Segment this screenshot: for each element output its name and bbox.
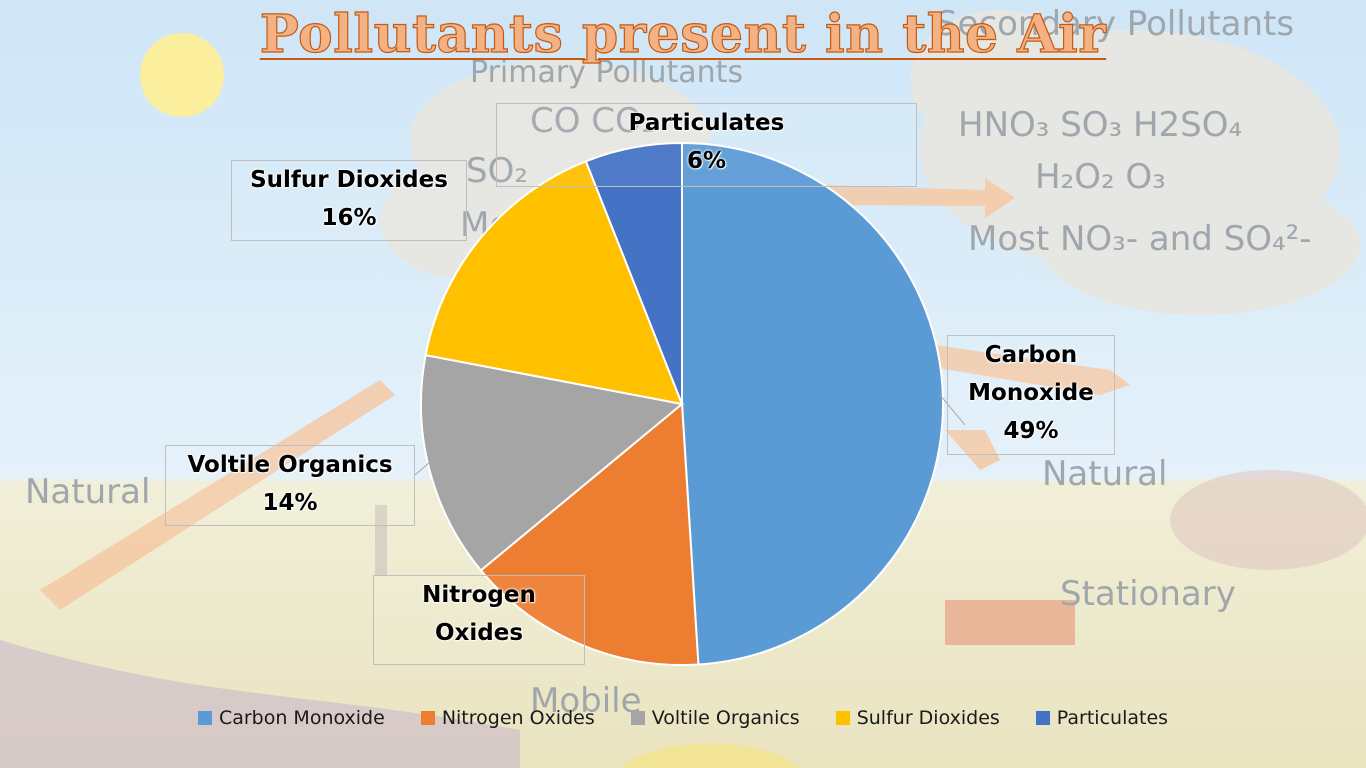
page-title: Pollutants present in the Air	[259, 3, 1107, 65]
sun-icon	[140, 33, 224, 117]
legend-swatch	[630, 711, 645, 725]
secondary-pollutants-heading: Secondary Pollutants	[936, 4, 1294, 44]
legend-label: Carbon Monoxide	[218, 707, 385, 729]
slice-nitrogen-oxides	[479, 401, 700, 666]
label-voltile-organics: Voltile Organics 14%	[165, 445, 415, 526]
mobile-label: Mobile	[530, 681, 642, 721]
slice-voltile-organics	[420, 353, 685, 572]
secondary-pollutants-line2: H₂O₂ O₃	[1035, 157, 1166, 197]
legend-swatch	[420, 711, 435, 725]
stationary-label: Stationary	[1060, 574, 1236, 614]
legend-label: Nitrogen Oxides	[441, 707, 595, 729]
primary-pollutants-heading: Primary Pollutants	[470, 55, 743, 90]
legend-label: Sulfur Dioxides	[856, 707, 1000, 729]
pollution-arrow	[40, 178, 1130, 610]
legend-swatch	[835, 711, 850, 725]
legend-label: Particulates	[1056, 707, 1169, 729]
slice-sulfur-dioxides	[424, 160, 684, 406]
leader-line	[414, 461, 431, 476]
legend-swatch	[1035, 711, 1050, 725]
legend-item-carbon-monoxide: Carbon Monoxide	[197, 707, 385, 729]
chart-legend: Carbon Monoxide Nitrogen Oxides Voltile …	[0, 707, 1366, 729]
legend-swatch	[197, 711, 212, 725]
secondary-pollutants-line1: HNO₃ SO₃ H2SO₄	[958, 105, 1242, 145]
slice-carbon-monoxide	[681, 141, 944, 666]
primary-pollutants-line1: CO CO₂	[530, 101, 655, 141]
legend-label: Voltile Organics	[651, 707, 800, 729]
natural-right-label: Natural	[1042, 454, 1167, 494]
secondary-pollutants-line3: Most NO₃- and SO₄²-	[968, 219, 1312, 259]
label-nitrogen-oxides: Nitrogen Oxides	[373, 575, 585, 665]
label-carbon-monoxide: Carbon Monoxide 49%	[947, 335, 1115, 455]
legend-item-voltile-organics: Voltile Organics	[630, 707, 800, 729]
ground-scene	[0, 470, 1366, 768]
legend-item-particulates: Particulates	[1035, 707, 1169, 729]
secondary-heading-line: Secondary Pollutants	[936, 4, 1294, 44]
slice-particulates	[584, 141, 683, 405]
legend-item-nitrogen-oxides: Nitrogen Oxides	[420, 707, 595, 729]
leader-line	[939, 394, 966, 426]
legend-item-sulfur-dioxides: Sulfur Dioxides	[835, 707, 1000, 729]
label-particulates: Particulates 6%	[496, 103, 917, 187]
natural-left-label: Natural	[25, 472, 150, 512]
label-sulfur-dioxides: Sulfur Dioxides 16%	[231, 160, 467, 241]
